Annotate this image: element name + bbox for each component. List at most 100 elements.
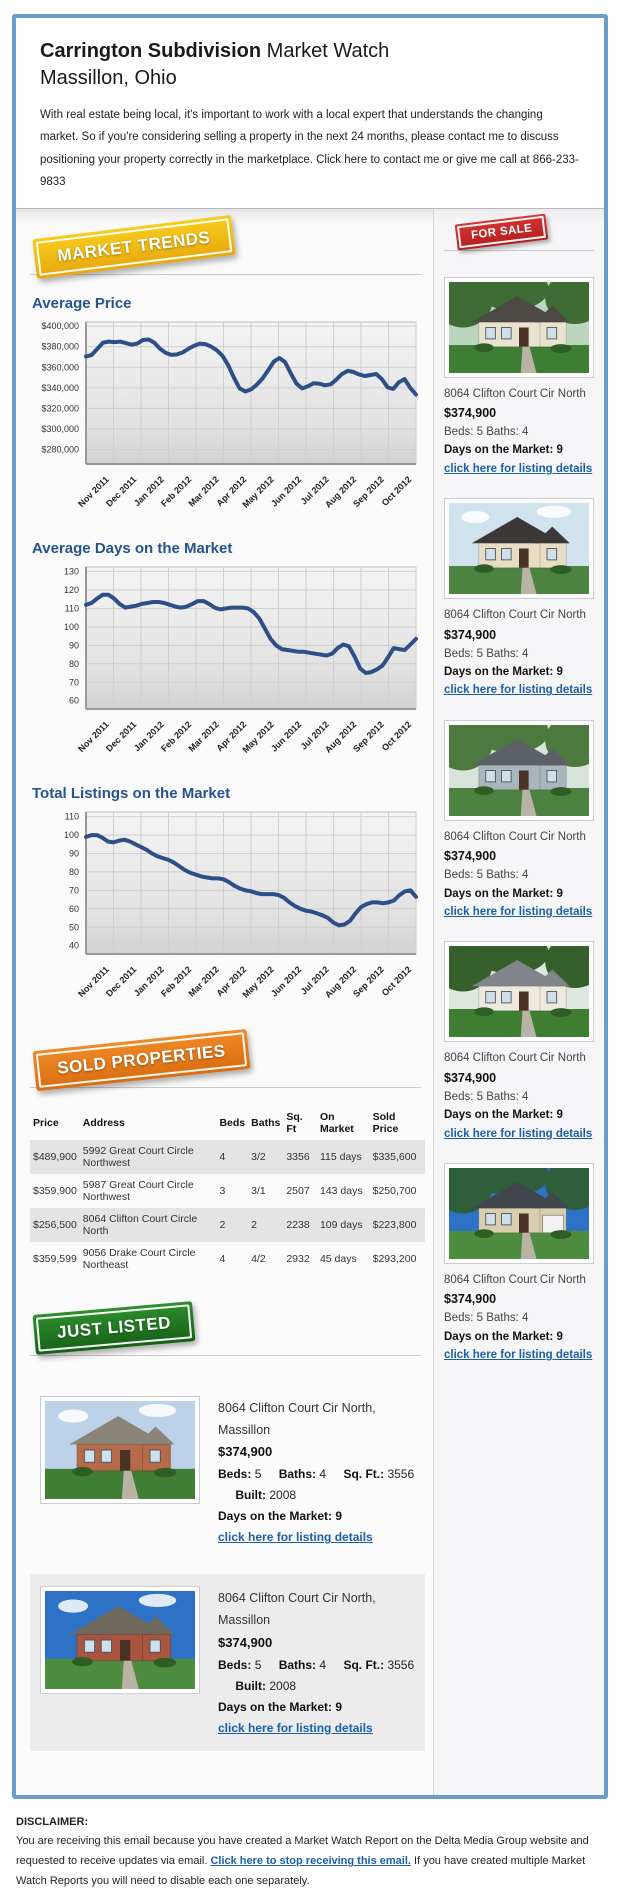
house-photo[interactable]: [433, 267, 605, 373]
built-value: 2008: [269, 1488, 297, 1503]
cell-soldprice: $293,200: [372, 1252, 417, 1265]
average-price-title: Average Price: [32, 294, 132, 312]
days-on-market: Days on the Market: 9: [218, 1509, 343, 1524]
listing-price: $374,900: [444, 1070, 497, 1085]
cell-address: 5992 Great Court Circle Northwest: [82, 1144, 194, 1169]
house-photo[interactable]: [433, 932, 605, 1038]
listing-address: 8064 Clifton Court Cir North: [444, 1052, 586, 1065]
beds-baths: Beds: 5 Baths: 4: [444, 426, 529, 439]
just-listed-badge-row: JUST LISTED: [30, 1300, 425, 1370]
just-listed-badge: JUST LISTED: [32, 1300, 196, 1355]
col-header-price: Price: [33, 1116, 59, 1129]
listing-address: 8064 Clifton Court Cir North: [444, 387, 586, 400]
svg-text:60: 60: [69, 695, 79, 705]
cell-soldprice: $223,800: [372, 1218, 417, 1231]
listing-price: $374,900: [444, 627, 497, 642]
listing-photo[interactable]: [433, 267, 605, 378]
sqft-value: 3556: [387, 1467, 415, 1482]
cell-onmarket: 45 days: [319, 1252, 357, 1265]
table-row: $359,599 9056 Drake Court Circle Northea…: [30, 1242, 425, 1276]
disclaimer-heading: DISCLAIMER:: [16, 1815, 89, 1828]
baths-value: 4: [319, 1657, 327, 1672]
cell-baths: 2: [251, 1218, 257, 1231]
svg-text:$320,000: $320,000: [41, 403, 79, 413]
page-title-bold: Carrington Subdivision: [40, 40, 262, 62]
svg-text:Jun 2012: Jun 2012: [269, 964, 303, 998]
unsubscribe-link[interactable]: Click here to stop receiving this email.: [210, 1855, 411, 1868]
svg-text:$400,000: $400,000: [41, 321, 79, 331]
listing-details: 8064 Clifton Court Cir North $374,900 Be…: [444, 1271, 594, 1365]
listing-details: 8064 Clifton Court Cir North $374,900 Be…: [444, 828, 594, 922]
for-sale-listing: 8064 Clifton Court Cir North $374,900 Be…: [433, 932, 605, 1143]
listing-details-link[interactable]: click here for listing details: [218, 1720, 373, 1735]
average-days-title: Average Days on the Market: [32, 539, 233, 557]
listing-details-link[interactable]: click here for listing details: [444, 684, 593, 697]
house-photo[interactable]: [433, 710, 605, 816]
header: Carrington Subdivision Market Watch Mass…: [16, 18, 604, 208]
sold-properties-table: Price Address Beds Baths Sq. Ft On Marke…: [30, 1106, 425, 1276]
col-header-onmarket: On Market: [319, 1110, 354, 1135]
days-on-market: Days on the Market: 9: [444, 1109, 563, 1122]
content-columns: MARKET TRENDS Average Price $400,000 $380…: [16, 207, 605, 1795]
cell-address: 8064 Clifton Court Circle North: [82, 1212, 198, 1237]
for-sale-listing: 8064 Clifton Court Cir North $374,900 Be…: [444, 498, 594, 700]
svg-text:$300,000: $300,000: [41, 424, 79, 434]
house-photo[interactable]: [45, 1400, 195, 1499]
svg-text:70: 70: [69, 885, 79, 895]
listing-photo[interactable]: [433, 932, 605, 1043]
svg-text:110: 110: [65, 603, 79, 613]
cell-price: $256,500: [33, 1218, 77, 1231]
listing-details-link[interactable]: click here for listing details: [218, 1530, 373, 1545]
for-sale-badge-label: FOR SALE: [456, 215, 547, 248]
beds-value: 5: [254, 1657, 262, 1672]
cell-sqft: 2932: [286, 1252, 310, 1265]
market-trends-badge-row: MARKET TRENDS: [30, 214, 425, 289]
average-days-chart: 130 120 110 100 90 80 70 60 Nov 2011 Dec 2011 Jan …: [30, 563, 426, 767]
listing-details: 8064 Clifton Court Cir North $374,900 Be…: [444, 1049, 594, 1143]
listing-price: $374,900: [444, 849, 497, 864]
for-sale-badge: FOR SALE: [454, 213, 549, 251]
for-sale-listing: 8064 Clifton Court Cir North $374,900 Be…: [433, 710, 605, 922]
svg-text:70: 70: [69, 677, 79, 687]
listing-photo[interactable]: [40, 1586, 200, 1695]
house-photo[interactable]: [433, 1153, 605, 1259]
beds-value: 5: [254, 1467, 262, 1482]
svg-text:130: 130: [64, 566, 79, 576]
house-photo[interactable]: [45, 1591, 195, 1690]
built-label: Built:: [235, 1678, 266, 1693]
listing-details-link[interactable]: click here for listing details: [444, 1349, 593, 1362]
cell-baths: 3/1: [251, 1184, 266, 1197]
disclaimer: DISCLAIMER: You are receiving this email…: [12, 1813, 608, 1892]
table-row: $256,500 8064 Clifton Court Circle North…: [30, 1207, 425, 1242]
listing-address: 8064 Clifton Court Cir North: [444, 1273, 586, 1286]
listing-photo[interactable]: [433, 1153, 605, 1264]
sold-properties-badge: SOLD PROPERTIES: [32, 1028, 251, 1091]
cell-beds: 4: [219, 1252, 226, 1265]
listing-details-link[interactable]: click here for listing details: [444, 1127, 593, 1140]
listing-photo[interactable]: [444, 498, 594, 600]
listing-photo[interactable]: [40, 1395, 200, 1504]
listing-address: 8064 Clifton Court Cir North: [444, 830, 586, 843]
for-sale-listing: 8064 Clifton Court Cir North $374,900 Be…: [433, 1153, 605, 1365]
cell-onmarket: 109 days: [319, 1218, 363, 1231]
sold-table-header-row: Price Address Beds Baths Sq. Ft On Marke…: [30, 1106, 425, 1140]
page-subtitle: Massillon, Ohio: [40, 67, 177, 89]
listing-details-link[interactable]: click here for listing details: [444, 905, 593, 918]
sold-properties-badge-label: SOLD PROPERTIES: [35, 1031, 248, 1088]
svg-text:Oct 2012: Oct 2012: [380, 474, 414, 508]
total-listings-title: Total Listings on the Market: [32, 784, 231, 802]
listing-photo[interactable]: [433, 710, 605, 821]
for-sale-listing: 8064 Clifton Court Cir North $374,900 Be…: [433, 267, 605, 479]
built-label: Built:: [235, 1488, 266, 1503]
divider-line: [30, 1354, 421, 1356]
listing-details-link[interactable]: click here for listing details: [444, 462, 593, 475]
house-photo[interactable]: [449, 503, 589, 595]
sqft-value: 3556: [387, 1657, 415, 1672]
listing-details: 8064 Clifton Court Cir North, Massillon …: [218, 1396, 415, 1549]
svg-text:100: 100: [64, 830, 79, 840]
listing-specs: Beds: 5 Baths: 4 Sq. Ft.: 3556 Built: 20…: [218, 1464, 415, 1506]
cell-onmarket: 115 days: [319, 1150, 362, 1163]
average-price-chart: $400,000 $380,000 $360,000 $340,000 $320,000…: [30, 318, 426, 522]
svg-text:90: 90: [69, 848, 79, 858]
svg-text:$340,000: $340,000: [41, 383, 79, 393]
